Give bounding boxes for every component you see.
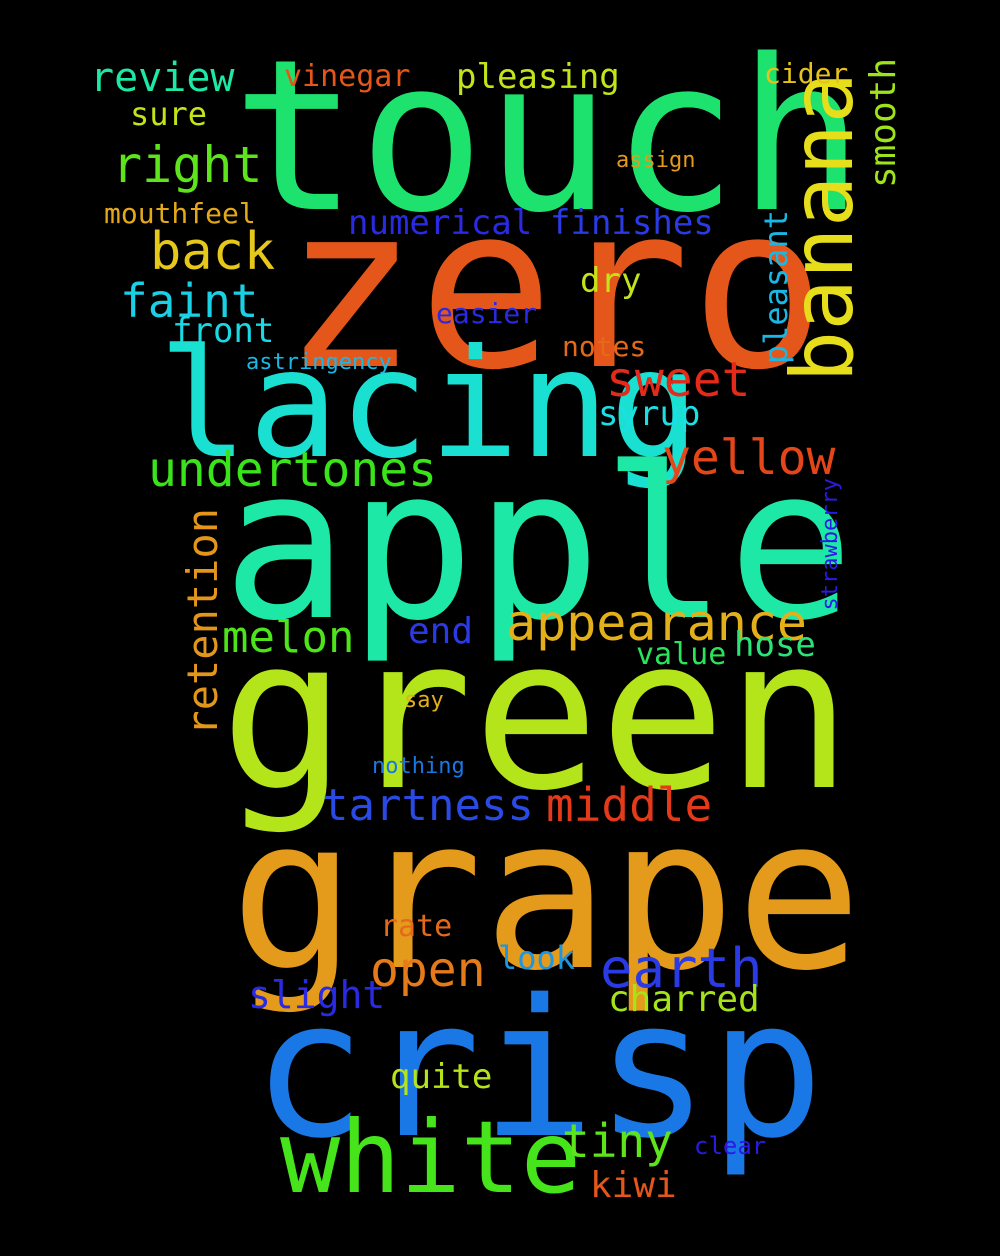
word-assign: assign xyxy=(616,148,696,173)
word-green: green xyxy=(220,592,853,837)
word-front: front xyxy=(172,311,275,351)
word-charred: charred xyxy=(608,979,760,1020)
word-astringency: astringency xyxy=(246,350,392,375)
word-grape: grape xyxy=(230,772,863,1017)
word-mouthfeel: mouthfeel xyxy=(104,197,256,230)
word-look: look xyxy=(498,939,576,977)
word-white: white xyxy=(280,1099,582,1216)
word-easier: easier xyxy=(436,297,538,330)
word-end: end xyxy=(408,611,474,652)
word-lacing: lacing xyxy=(158,318,700,492)
word-open: open xyxy=(370,942,486,998)
word-kiwi: kiwi xyxy=(590,1165,677,1206)
word-back: back xyxy=(150,222,276,282)
word-apple: apple xyxy=(222,422,855,667)
word-yellow: yellow xyxy=(662,430,836,486)
word-tartness: tartness xyxy=(322,780,534,831)
word-finishes: finishes xyxy=(550,203,714,243)
word-hose: hose xyxy=(734,625,816,665)
word-notes: notes xyxy=(562,330,647,363)
word-appearance: appearance xyxy=(506,594,808,652)
word-touch: touch xyxy=(232,14,865,259)
word-review: review xyxy=(90,55,235,101)
word-crisp: crisp xyxy=(252,959,824,1180)
word-vinegar: vinegar xyxy=(284,59,411,94)
word-slight: slight xyxy=(248,973,386,1017)
word-pleasant: pleasant xyxy=(757,210,795,365)
word-pleasing: pleasing xyxy=(456,57,620,97)
word-clear: clear xyxy=(694,1132,767,1160)
word-sweet: sweet xyxy=(606,352,751,408)
word-nothing: nothing xyxy=(372,754,465,779)
word-zero: zero xyxy=(282,157,827,420)
word-say: say xyxy=(404,688,444,713)
word-rate: rate xyxy=(380,909,453,944)
word-strawberry: strawberry xyxy=(818,478,843,611)
word-smooth: smooth xyxy=(863,58,904,189)
word-melon: melon xyxy=(222,612,355,663)
word-numerical: numerical xyxy=(348,203,533,243)
word-faint: faint xyxy=(120,274,259,328)
word-syrup: syrup xyxy=(598,394,701,434)
word-earth: earth xyxy=(600,937,763,1000)
word-dry: dry xyxy=(580,261,642,301)
word-undertones: undertones xyxy=(148,442,437,498)
word-retention: retention xyxy=(178,508,227,736)
word-cider: cider xyxy=(764,57,849,90)
word-sure: sure xyxy=(130,95,208,133)
word-right: right xyxy=(112,136,263,194)
word-value: value xyxy=(636,637,727,672)
word-quite: quite xyxy=(390,1057,493,1097)
word-tiny: tiny xyxy=(562,1114,673,1168)
word-middle: middle xyxy=(546,778,713,832)
